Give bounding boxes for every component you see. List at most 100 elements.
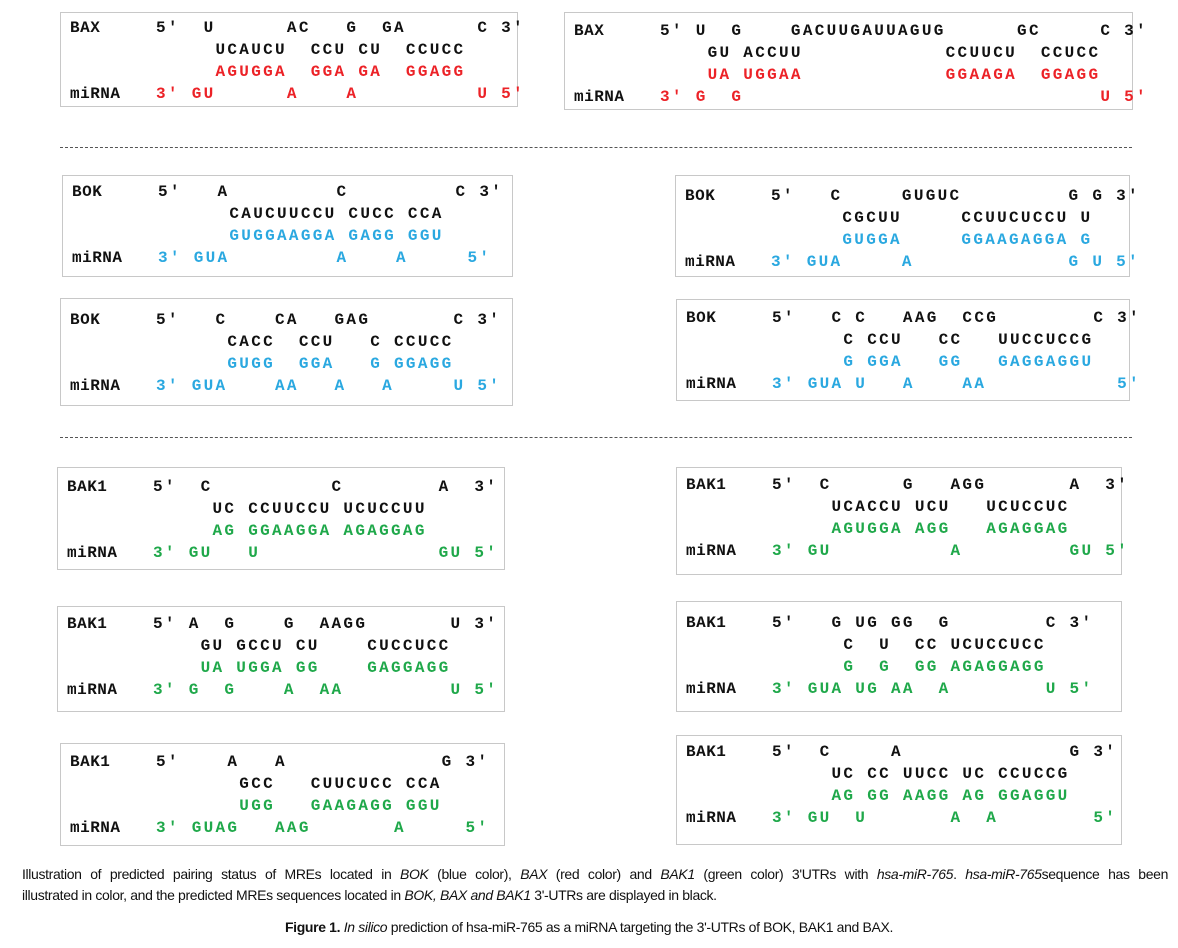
mirna-unpaired-row: miRNA 3' GUAG AAG A 5' — [70, 817, 504, 839]
mirna-unpaired-row: miRNA 3' GUA A A 5' — [72, 247, 512, 269]
sequence-text: 3' GU U A A 5' — [772, 809, 1118, 827]
alignment-box-bax: BAX 5' U G GACUUGAUUAGUG GC C 3' GU ACCUU… — [564, 12, 1146, 110]
sequence-text: 5' C A G 3' — [772, 743, 1118, 761]
mirna-paired-row: AGUGGA AGG AGAGGAG — [686, 518, 1121, 540]
mirna-label: miRNA — [67, 544, 118, 562]
mirna-unpaired-row: miRNA 3' GUA AA A A U 5' — [70, 375, 512, 397]
gene-label: BAK1 — [67, 615, 108, 633]
sequence-text: 3' GUA U A AA 5' — [772, 375, 1141, 393]
figure-caption-text: prediction of hsa-miR-765 as a miRNA tar… — [387, 919, 894, 935]
mirna-paired-row: GUGGAAGGA GAGG GGU — [72, 225, 512, 247]
sequence-text: UCACCU UCU UCUCCUC — [772, 498, 1070, 516]
caption-text: Illustration of predicted pairing status… — [22, 866, 401, 882]
gene-label: BAK1 — [686, 476, 727, 494]
target-unpaired-row: BAK1 5' A A G 3' — [70, 751, 504, 773]
sequence-text: 5' A C C 3' — [158, 183, 504, 201]
sequence-text: 5' A A G 3' — [156, 753, 490, 771]
mirna-unpaired-row: miRNA 3' GUA A G U 5' — [685, 251, 1138, 273]
sequence-text: 3' G G A AA U 5' — [153, 681, 499, 699]
caption-line-2: illustrated in color, and the predicted … — [22, 887, 1168, 903]
sequence-text: AG GGAAGGA AGAGGAG — [153, 522, 427, 540]
mirna-paired-row: AG GG AAGG AG GGAGGU — [686, 785, 1121, 807]
sequence-text: G G GG AGAGGAGG — [772, 658, 1046, 676]
mirna-paired-row: UGG GAAGAGG GGU — [70, 795, 504, 817]
mirna-label: miRNA — [686, 809, 737, 827]
sequence-text: 3' GUAG AAG A 5' — [156, 819, 490, 837]
mirna-paired-row: GUGGA GGAAGAGGA G — [685, 229, 1129, 251]
caption-italic-term: BAK1 — [660, 866, 695, 882]
gene-label: BOK — [685, 187, 716, 205]
target-paired-row: C U CC UCUCCUCC — [686, 634, 1121, 656]
figure-label: Figure 1. — [284, 919, 341, 935]
sequence-text: 5' A G G AAGG U 3' — [153, 615, 499, 633]
sequence-text: UA UGGAA GGAAGA GGAGG — [660, 66, 1101, 84]
mirna-unpaired-row: miRNA 3' G G A AA U 5' — [67, 679, 504, 701]
target-paired-row: C CCU CC UUCCUCCG — [686, 329, 1129, 351]
sequence-text: UC CCUUCCU UCUCCUU — [153, 500, 427, 518]
caption-italic-term: BAX — [520, 866, 548, 882]
sequence-text: C U CC UCUCCUCC — [772, 636, 1046, 654]
gene-label: BAK1 — [70, 753, 111, 771]
sequence-text: CGCUU CCUUCUCCU U — [771, 209, 1093, 227]
sequence-text: 3' GUA A G U 5' — [771, 253, 1140, 271]
target-paired-row: CGCUU CCUUCUCCU U — [685, 207, 1129, 229]
mirna-paired-row: UA UGGA GG GAGGAGG — [67, 657, 504, 679]
sequence-text: 5' U AC G GA C 3' — [156, 19, 525, 37]
alignment-box-bak1: BAK1 5' A G G AAGG U 3' GU GCCU CU CUCCUC… — [57, 606, 505, 712]
mirna-label: miRNA — [574, 88, 625, 106]
gene-label: BAK1 — [686, 743, 727, 761]
gene-label: BAX — [70, 19, 101, 37]
sequence-text: G GGA GG GAGGAGGU — [772, 353, 1094, 371]
sequence-text: 3' GUA UG AA A U 5' — [772, 680, 1094, 698]
sequence-text: 5' G UG GG G C 3' — [772, 614, 1094, 632]
target-unpaired-row: BAK1 5' C C A 3' — [67, 476, 504, 498]
caption-text: (blue color), — [428, 866, 521, 882]
caption-italic-term: BOK — [400, 866, 429, 882]
mirna-unpaired-row: miRNA 3' GUA U A AA 5' — [686, 373, 1139, 395]
target-paired-row: UCACCU UCU UCUCCUC — [686, 496, 1121, 518]
target-unpaired-row: BAK1 5' A G G AAGG U 3' — [67, 613, 504, 635]
target-unpaired-row: BAK1 5' G UG GG G C 3' — [686, 612, 1121, 634]
mirna-unpaired-row: miRNA 3' GU A GU 5' — [686, 540, 1127, 562]
sequence-text: GU ACCUU CCUUCU CCUCC — [660, 44, 1101, 62]
mirna-label: miRNA — [70, 819, 121, 837]
mirna-unpaired-row: miRNA 3' GU U GU 5' — [67, 542, 504, 564]
target-paired-row: UCAUCU CCU CU CCUCC — [70, 39, 517, 61]
caption-line-1: Illustration of predicted pairing status… — [22, 866, 1168, 882]
alignment-box-bak1: BAK1 5' C A G 3' UC CC UUCC UC CCUCCG AG … — [676, 735, 1122, 845]
target-unpaired-row: BAK1 5' C A G 3' — [686, 741, 1121, 763]
mirna-paired-row: AGUGGA GGA GA GGAGG — [70, 61, 517, 83]
alignment-box-bok: BOK 5' A C C 3' CAUCUUCCU CUCC CCA GUGGAA… — [62, 175, 513, 277]
caption-text: . — [953, 866, 966, 882]
target-unpaired-row: BAK1 5' C G AGG A 3' — [686, 474, 1127, 496]
mirna-label: miRNA — [67, 681, 118, 699]
caption-italic-term: hsa-miR-765 — [876, 866, 954, 882]
mirna-label: miRNA — [72, 249, 123, 267]
mirna-paired-row: G G GG AGAGGAGG — [686, 656, 1121, 678]
sequence-text: UA UGGA GG GAGGAGG — [153, 659, 451, 677]
gene-label: BOK — [72, 183, 103, 201]
target-paired-row: GU ACCUU CCUUCU CCUCC — [574, 42, 1132, 64]
target-unpaired-row: BOK 5' A C C 3' — [72, 181, 512, 203]
gene-label: BAK1 — [686, 614, 727, 632]
target-unpaired-row: BAX 5' U G GACUUGAUUAGUG GC C 3' — [574, 20, 1146, 42]
sequence-text: GCC CUUCUCC CCA — [156, 775, 442, 793]
sequence-text: AGUGGA GGA GA GGAGG — [156, 63, 466, 81]
caption-text: (green color) 3'UTRs with — [694, 866, 877, 882]
sequence-text: 5' C GUGUC G G 3' — [771, 187, 1140, 205]
sequence-text: GUGG GGA G GGAGG — [156, 355, 454, 373]
mirna-label: miRNA — [686, 680, 737, 698]
sequence-text: 5' C C A 3' — [153, 478, 499, 496]
mirna-paired-row: G GGA GG GAGGAGGU — [686, 351, 1129, 373]
sequence-text: GUGGA GGAAGAGGA G — [771, 231, 1093, 249]
mirna-label: miRNA — [70, 85, 121, 103]
target-paired-row: CAUCUUCCU CUCC CCA — [72, 203, 512, 225]
alignment-box-bak1: BAK1 5' A A G 3' GCC CUUCUCC CCA UGG GAAG… — [60, 743, 505, 846]
sequence-text: 5' U G GACUUGAUUAGUG GC C 3' — [660, 22, 1148, 40]
mirna-label: miRNA — [685, 253, 736, 271]
alignment-box-bak1: BAK1 5' C G AGG A 3' UCACCU UCU UCUCCUC A… — [676, 467, 1127, 575]
section-divider — [60, 147, 1132, 148]
sequence-text: AG GG AAGG AG GGAGGU — [772, 787, 1070, 805]
target-paired-row: UC CCUUCCU UCUCCUU — [67, 498, 504, 520]
gene-label: BAK1 — [67, 478, 108, 496]
